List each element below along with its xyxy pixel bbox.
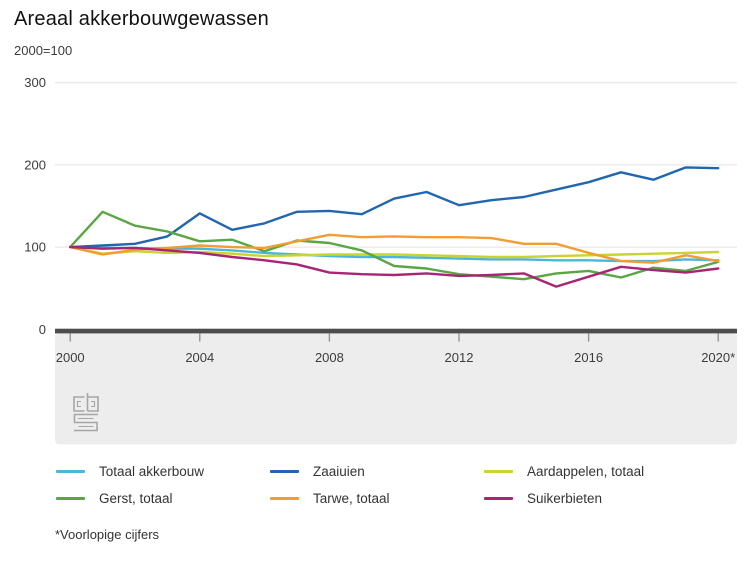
legend-item-totaal-akkerbouw[interactable]: Totaal akkerbouw xyxy=(56,462,204,480)
legend-item-suikerbieten[interactable]: Suikerbieten xyxy=(484,489,602,507)
legend-label: Totaal akkerbouw xyxy=(99,463,205,479)
x-tick-label: 2016 xyxy=(574,350,603,365)
legend-label: Aardappelen, totaal xyxy=(527,463,645,479)
legend-swatch xyxy=(56,469,85,473)
legend-swatch xyxy=(56,496,85,500)
series-line-gerst-totaal xyxy=(68,210,720,281)
legend-item-gerst-totaal[interactable]: Gerst, totaal xyxy=(56,489,173,507)
legend-swatch xyxy=(484,469,513,473)
legend-item-zaaiuien[interactable]: Zaaiuien xyxy=(270,462,365,480)
y-axis-label: 100 xyxy=(24,240,46,255)
series-line-tarwe-totaal xyxy=(68,233,720,264)
cbs-logo xyxy=(73,393,99,432)
x-tick-label: 2004 xyxy=(185,350,214,365)
logo-c xyxy=(73,396,85,412)
series-line-aardappelen-totaal xyxy=(68,245,720,259)
x-axis-line xyxy=(55,328,737,334)
logo-s xyxy=(73,413,98,432)
y-axis-label: 200 xyxy=(24,157,46,172)
legend-item-aardappelen-totaal[interactable]: Aardappelen, totaal xyxy=(484,462,644,480)
x-tick-label: 2000 xyxy=(56,350,85,365)
logo-b xyxy=(86,393,99,412)
chart-subtitle: 2000=100 xyxy=(14,43,73,58)
legend-label: Zaaiuien xyxy=(313,463,365,479)
legend-item-tarwe-totaal[interactable]: Tarwe, totaal xyxy=(270,489,390,507)
legend-label: Gerst, totaal xyxy=(99,490,173,506)
chart-title: Areaal akkerbouwgewassen xyxy=(14,8,269,30)
y-axis-label: 300 xyxy=(24,75,46,90)
series-line-zaaiuien xyxy=(68,166,720,249)
legend-swatch xyxy=(484,496,513,500)
series-line-totaal-akkerbouw xyxy=(68,245,720,263)
logo-c-inner xyxy=(76,400,81,408)
legend-swatch xyxy=(270,496,299,500)
y-axis-label: 0 xyxy=(39,322,46,337)
x-tick-label: 2012 xyxy=(445,350,474,365)
logo-s-inner xyxy=(78,417,94,428)
footnote: *Voorlopige cijfers xyxy=(55,527,160,542)
legend-label: Suikerbieten xyxy=(527,490,603,506)
x-axis-band xyxy=(55,333,737,445)
legend-label: Tarwe, totaal xyxy=(313,490,390,506)
series-line-suikerbieten xyxy=(68,245,720,288)
logo-b-inner xyxy=(91,400,96,408)
x-tick-label: 2020* xyxy=(701,350,735,365)
legend-swatch xyxy=(270,469,299,473)
x-tick-label: 2008 xyxy=(315,350,344,365)
